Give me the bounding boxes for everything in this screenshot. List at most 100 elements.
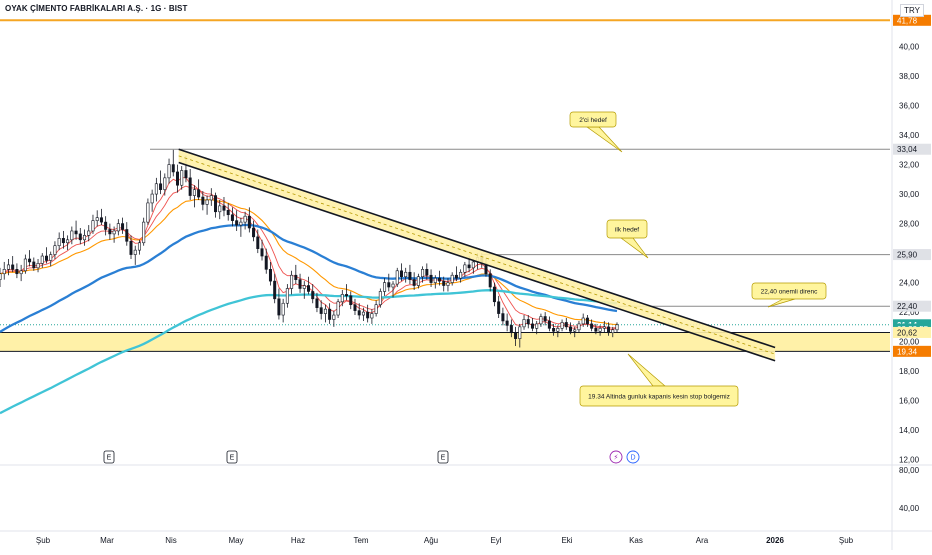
candle-body: [116, 223, 120, 232]
candle-body: [243, 215, 247, 223]
candle: [108, 223, 112, 240]
volume-axis-tick-label: 80,00: [899, 466, 920, 475]
event-marker[interactable]: E: [226, 450, 238, 464]
candle: [2, 261, 6, 280]
price-tag-bg: [893, 14, 931, 26]
candle: [374, 300, 378, 317]
candle: [281, 298, 285, 323]
candle-body: [497, 301, 501, 314]
y-axis-tick-label: 20,00: [899, 338, 920, 347]
candle-body: [252, 227, 256, 238]
event-marker-circle: [609, 450, 623, 464]
candle: [594, 323, 598, 335]
candle-body: [311, 291, 315, 300]
candle: [49, 251, 53, 267]
candle: [552, 323, 556, 336]
callout-text: 19.34 Altinda gunluk kapanis kesin stop …: [588, 394, 730, 401]
candle-body: [383, 282, 387, 292]
candle: [28, 250, 32, 267]
candle-body: [57, 238, 61, 247]
price-tag-bg: [893, 143, 931, 155]
candle: [391, 281, 395, 298]
candle: [70, 226, 74, 245]
candle-body: [602, 326, 606, 329]
candle: [560, 319, 564, 332]
y-axis-tick-label: 28,00: [899, 220, 920, 229]
candle-body: [581, 317, 585, 325]
x-axis-tick-label: Eki: [561, 536, 572, 545]
candle-body: [594, 328, 598, 332]
candle-body: [184, 170, 188, 179]
event-marker[interactable]: E: [437, 450, 449, 464]
candle: [471, 258, 475, 274]
candle: [205, 195, 209, 215]
price-tag: 25,90: [893, 249, 931, 261]
candle: [6, 258, 10, 276]
candle-body: [328, 308, 332, 320]
annotation-callout: 19.34 Altinda gunluk kapanis kesin stop …: [579, 353, 739, 407]
event-marker[interactable]: ⚡: [609, 450, 623, 464]
candle-body: [569, 326, 573, 332]
candle-body: [256, 236, 260, 249]
event-marker[interactable]: E: [103, 450, 115, 464]
candle-body: [433, 277, 437, 283]
candle: [256, 229, 260, 254]
candle: [366, 304, 370, 323]
candle-body: [509, 325, 513, 334]
candle-body: [412, 279, 416, 286]
candle: [226, 202, 230, 221]
currency-badge[interactable]: TRY: [900, 4, 924, 17]
candle: [167, 158, 171, 184]
candle-body: [374, 304, 378, 314]
candle-body: [142, 221, 146, 244]
candle: [78, 228, 82, 245]
price-tag-bg: [893, 326, 931, 338]
candle: [11, 256, 15, 273]
price-tag-bg: [893, 249, 931, 261]
candle: [442, 276, 446, 292]
candle-body: [49, 254, 53, 261]
y-axis-tick-label: 16,00: [899, 397, 920, 406]
candle: [378, 288, 382, 308]
candle: [598, 325, 602, 336]
candle-body: [264, 255, 268, 270]
candle-body: [133, 249, 137, 255]
candle-body: [192, 189, 196, 196]
candle: [514, 326, 518, 347]
candle-body: [32, 261, 36, 269]
y-axis-tick-label: 32,00: [899, 161, 920, 170]
candle-body: [539, 316, 543, 325]
callout-box: [751, 282, 827, 300]
candle-body: [556, 328, 560, 332]
event-marker[interactable]: D: [626, 450, 640, 464]
candle: [285, 284, 289, 308]
candle: [95, 210, 99, 227]
candle-body: [585, 317, 589, 325]
candle: [361, 307, 365, 321]
price-tag: 22,40: [893, 300, 931, 312]
candle: [353, 298, 357, 316]
candle: [159, 170, 163, 195]
candle: [298, 273, 302, 293]
candle-body: [552, 328, 556, 332]
candle: [345, 284, 349, 301]
candle: [328, 303, 332, 324]
candle: [459, 269, 463, 283]
candle: [146, 198, 150, 226]
callout-box: [579, 385, 739, 407]
candle: [87, 225, 91, 242]
candle-body: [226, 210, 230, 216]
candle: [273, 273, 277, 304]
candle-body: [28, 258, 32, 263]
x-axis-tick-label: Şub: [36, 536, 51, 545]
candle: [260, 239, 264, 261]
candle-body: [66, 239, 70, 244]
candle: [19, 264, 23, 282]
callout-text: 22,40 onemli direnc: [761, 289, 818, 296]
candle-body: [416, 276, 420, 286]
candle: [112, 226, 116, 243]
candle-body: [125, 229, 129, 242]
candle-body: [78, 233, 82, 241]
